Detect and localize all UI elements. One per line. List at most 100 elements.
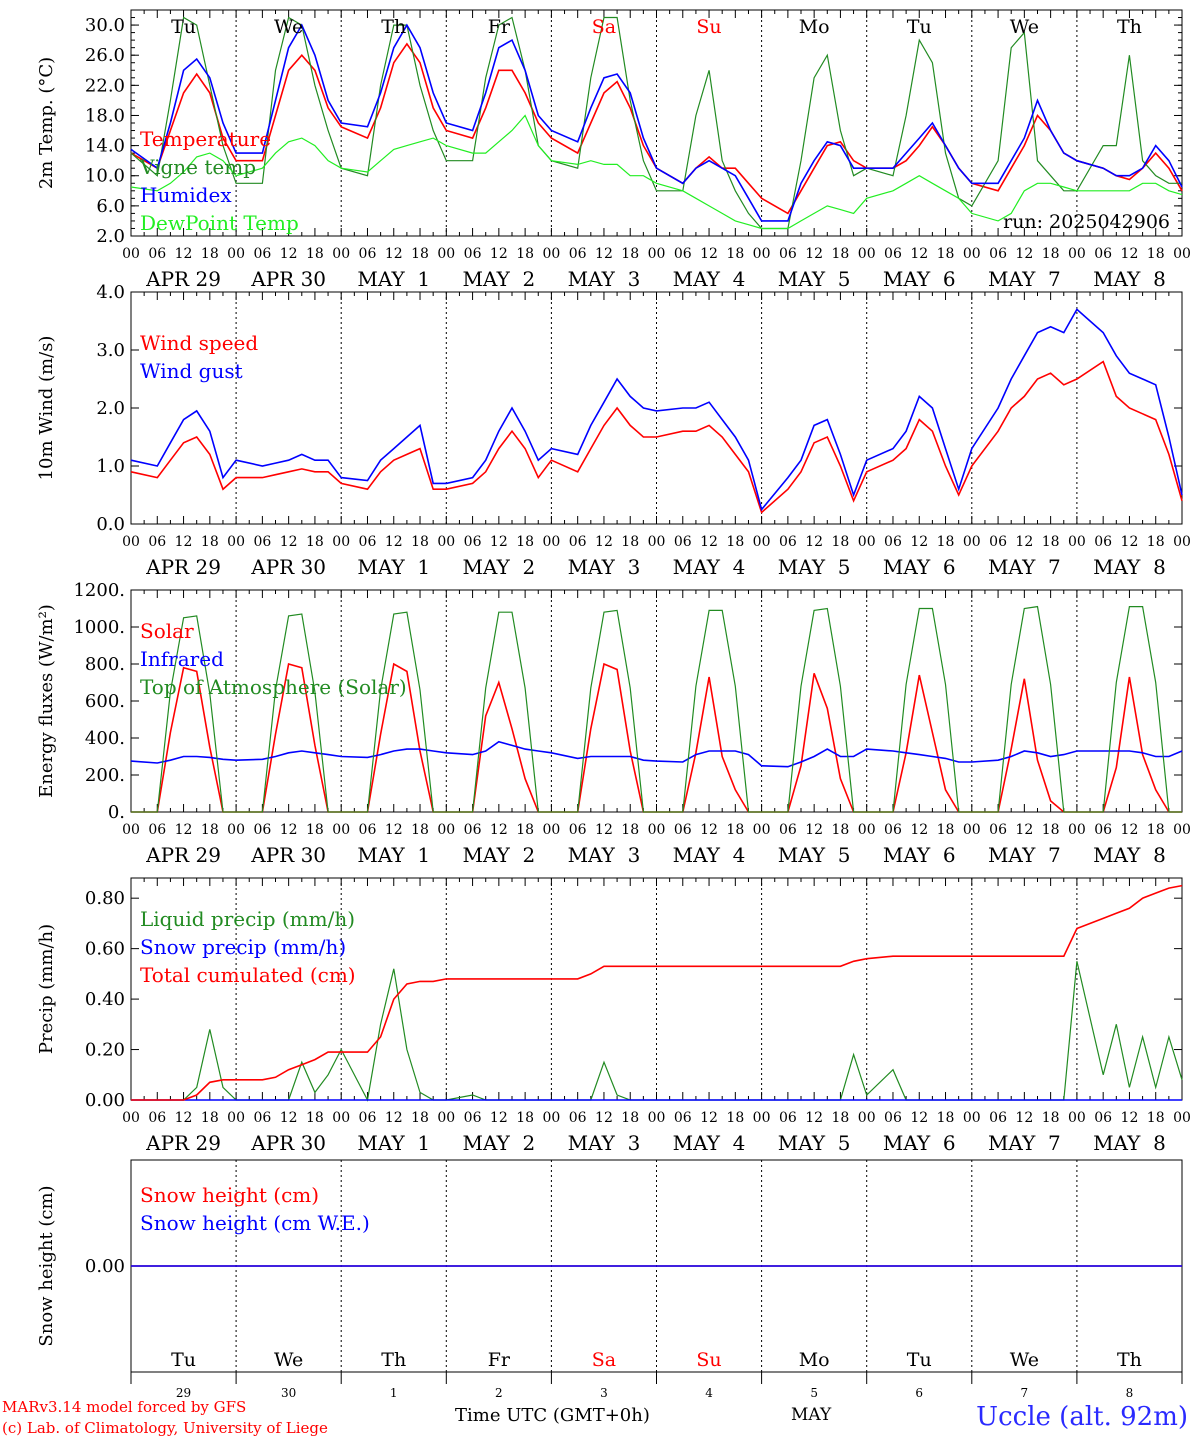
weekday-label: Tu xyxy=(171,16,196,38)
hour-tick-label: 18 xyxy=(621,534,639,550)
legend-entry: Liquid precip (mm/h) xyxy=(140,907,355,931)
hour-tick-label: 18 xyxy=(1147,1110,1165,1126)
hour-tick-label: 12 xyxy=(805,246,823,262)
hour-tick-label: 18 xyxy=(201,822,219,838)
hour-tick-label: 18 xyxy=(832,534,850,550)
legend-entry: Wind speed xyxy=(140,331,258,355)
hour-tick-label: 18 xyxy=(201,534,219,550)
y-tick-label: 0.80 xyxy=(85,888,125,909)
date-label: MAY 8 xyxy=(1093,267,1166,291)
weekday-label: Tu xyxy=(907,16,932,38)
y-tick-label: 26.0 xyxy=(85,45,125,66)
hour-tick-label: 18 xyxy=(411,534,429,550)
hour-tick-label: 00 xyxy=(753,534,771,550)
y-tick-label: 1200. xyxy=(73,580,125,601)
day-number-label: 2 xyxy=(495,1386,503,1400)
weekday-label: Th xyxy=(381,1349,406,1371)
y-tick-label: 14.0 xyxy=(85,136,125,157)
hour-tick-label: 18 xyxy=(621,246,639,262)
weekday-label: Mo xyxy=(799,1349,830,1371)
hour-tick-label: 06 xyxy=(1094,1110,1112,1126)
hour-tick-label: 18 xyxy=(201,246,219,262)
hour-tick-label: 18 xyxy=(832,822,850,838)
date-label: APR 29 xyxy=(145,1131,221,1155)
date-label: MAY 4 xyxy=(673,555,746,579)
hour-tick-label: 00 xyxy=(858,534,876,550)
y-tick-label: 6.0 xyxy=(96,196,125,217)
y-tick-label: 0.20 xyxy=(85,1040,125,1061)
y-tick-label: 22.0 xyxy=(85,75,125,96)
hour-tick-label: 00 xyxy=(437,246,455,262)
y-tick-label: 800. xyxy=(85,654,125,675)
weekday-label: Th xyxy=(381,16,406,38)
hour-tick-label: 00 xyxy=(753,246,771,262)
hour-tick-label: 06 xyxy=(1094,822,1112,838)
day-number-label: 5 xyxy=(810,1386,818,1400)
hour-tick-label: 00 xyxy=(858,246,876,262)
hour-tick-label: 18 xyxy=(516,246,534,262)
hour-tick-label: 18 xyxy=(621,822,639,838)
hour-tick-label: 12 xyxy=(595,534,613,550)
hour-tick-label: 06 xyxy=(359,1110,377,1126)
hour-tick-label: 12 xyxy=(385,246,403,262)
hour-tick-label: 00 xyxy=(122,1110,140,1126)
weekday-label: Sa xyxy=(592,1349,616,1371)
hour-tick-label: 06 xyxy=(1094,246,1112,262)
hour-tick-label: 06 xyxy=(884,1110,902,1126)
hour-tick-label: 12 xyxy=(1015,534,1033,550)
hour-tick-label: 12 xyxy=(490,246,508,262)
hour-tick-label: 12 xyxy=(595,246,613,262)
y-tick-label: 400. xyxy=(85,728,125,749)
y-tick-label: 600. xyxy=(85,691,125,712)
weekday-label: We xyxy=(1010,1349,1039,1371)
hour-tick-label: 00 xyxy=(963,1110,981,1126)
hour-tick-label: 06 xyxy=(779,1110,797,1126)
date-label: APR 30 xyxy=(250,267,326,291)
hour-tick-label: 12 xyxy=(1121,534,1139,550)
time-axis-label: Time UTC (GMT+0h) xyxy=(455,1405,650,1426)
hour-tick-label: 06 xyxy=(253,822,271,838)
y-tick-label: 3.0 xyxy=(96,340,125,361)
hour-tick-label: 18 xyxy=(1042,1110,1060,1126)
hour-tick-label: 00 xyxy=(227,534,245,550)
hour-tick-label: 06 xyxy=(148,246,166,262)
hour-tick-label: 06 xyxy=(148,1110,166,1126)
hour-tick-label: 06 xyxy=(464,534,482,550)
weekday-label: Sa xyxy=(592,16,616,38)
hour-tick-label: 00 xyxy=(858,1110,876,1126)
hour-tick-label: 12 xyxy=(175,246,193,262)
y-tick-label: 1000. xyxy=(73,617,125,638)
hour-tick-label: 00 xyxy=(858,822,876,838)
hour-tick-label: 18 xyxy=(937,1110,955,1126)
hour-tick-label: 00 xyxy=(122,246,140,262)
hour-tick-label: 12 xyxy=(700,246,718,262)
hour-tick-label: 00 xyxy=(332,534,350,550)
series-line-temperature xyxy=(130,42,1183,215)
hour-tick-label: 06 xyxy=(359,822,377,838)
hour-tick-label: 12 xyxy=(805,822,823,838)
weekday-label: We xyxy=(274,16,303,38)
hour-tick-label: 18 xyxy=(937,534,955,550)
hour-tick-label: 12 xyxy=(1121,1110,1139,1126)
hour-tick-label: 18 xyxy=(832,1110,850,1126)
hour-tick-label: 18 xyxy=(306,1110,324,1126)
model-credit: MARv3.14 model forced by GFS xyxy=(2,1398,247,1416)
hour-tick-label: 12 xyxy=(175,822,193,838)
date-label: MAY 3 xyxy=(568,1131,641,1155)
legend-entry: Snow height (cm W.E.) xyxy=(140,1211,370,1235)
hour-tick-label: 12 xyxy=(280,1110,298,1126)
hour-tick-label: 00 xyxy=(227,1110,245,1126)
date-label: MAY 7 xyxy=(988,843,1061,867)
hour-tick-label: 12 xyxy=(280,246,298,262)
weekday-label: We xyxy=(1010,16,1039,38)
hour-tick-label: 06 xyxy=(989,534,1007,550)
date-label: MAY 7 xyxy=(988,267,1061,291)
series-line-top-of-atmosphere-solar- xyxy=(131,605,1182,813)
y-tick-label: 200. xyxy=(85,765,125,786)
legend-entry: Vigne temp xyxy=(139,155,256,179)
series-line-total-cumulated-cm- xyxy=(131,884,1183,1101)
day-number-label: 3 xyxy=(600,1386,608,1400)
hour-tick-label: 00 xyxy=(648,822,666,838)
date-label: APR 29 xyxy=(145,843,221,867)
